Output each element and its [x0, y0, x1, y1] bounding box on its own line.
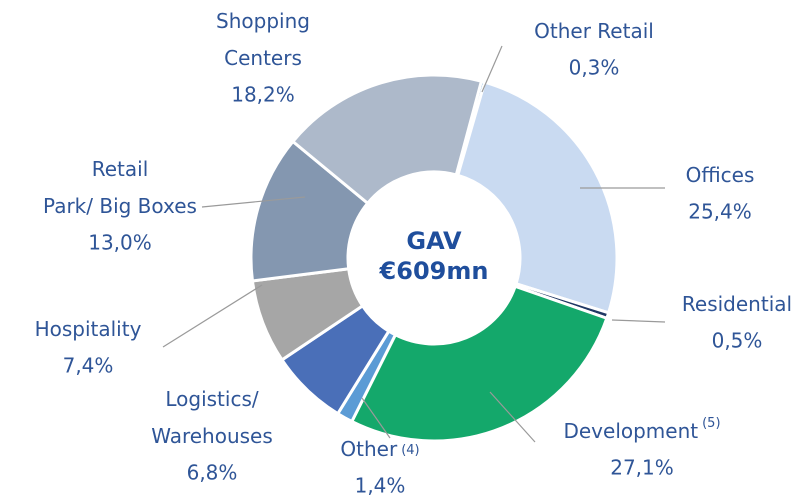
- leader-line: [489, 391, 536, 443]
- value-label: 0,5%: [712, 329, 763, 353]
- category-label: Development (5): [563, 416, 720, 443]
- leader-line: [611, 319, 666, 323]
- category-label: Shopping Centers: [216, 9, 310, 70]
- category-label: Residential: [682, 292, 792, 316]
- value-label: 18,2%: [231, 83, 295, 107]
- value-label: 25,4%: [688, 200, 752, 224]
- leader-line: [201, 196, 306, 208]
- slice: [455, 80, 619, 315]
- category-label: Retail Park/ Big Boxes: [43, 157, 197, 218]
- leader-line: [481, 45, 503, 93]
- center-label: €609mn: [379, 257, 489, 285]
- category-label: Offices: [686, 163, 755, 187]
- slice: [349, 284, 609, 443]
- value-label: 0,3%: [569, 56, 620, 80]
- donut: [249, 73, 619, 443]
- category-label: Logistics/Warehouses: [151, 387, 273, 448]
- category-label: Other Retail: [534, 19, 654, 43]
- footnote-marker: (5): [702, 416, 720, 431]
- value-label: 13,0%: [88, 231, 152, 255]
- value-label: 7,4%: [63, 354, 114, 378]
- value-label: 1,4%: [355, 474, 406, 496]
- slice: [290, 73, 484, 206]
- category-label: Other (4): [340, 437, 419, 461]
- leader-line: [361, 397, 391, 439]
- footnote-marker: (4): [401, 443, 419, 458]
- leader-line: [162, 284, 263, 348]
- center-label: GAV: [406, 227, 462, 255]
- value-label: 6,8%: [187, 461, 238, 485]
- value-label: 27,1%: [610, 456, 674, 480]
- category-label: Hospitality: [35, 317, 142, 341]
